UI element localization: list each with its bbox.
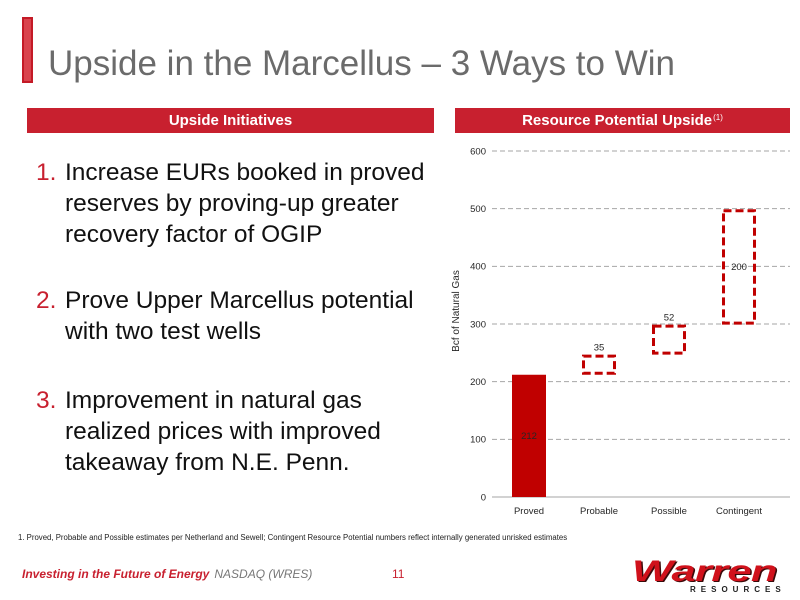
chart-header-label: Resource Potential Upside xyxy=(522,112,713,129)
y-tick-label: 300 xyxy=(470,319,486,330)
y-tick-label: 100 xyxy=(470,435,486,446)
data-label: 212 xyxy=(521,431,537,442)
data-label: 52 xyxy=(664,313,675,324)
bar-possible xyxy=(652,324,686,355)
initiative-item: 1. Increase EURs booked in proved reserv… xyxy=(36,157,440,250)
y-tick-label: 600 xyxy=(470,146,486,157)
y-tick-label: 0 xyxy=(481,492,486,503)
chart-header: Resource Potential Upside(1) xyxy=(455,108,790,133)
initiatives-header: Upside Initiatives xyxy=(27,108,434,133)
x-tick-label: Possible xyxy=(651,506,687,517)
initiative-text: Increase EURs booked in proved reserves … xyxy=(65,159,425,248)
chart-footnote: 1. Proved, Probable and Possible estimat… xyxy=(18,533,568,542)
footer-tagline: Investing in the Future of Energy NASDAQ … xyxy=(22,566,312,582)
x-tick-label: Contingent xyxy=(716,506,762,517)
chart-header-footnote-ref: (1) xyxy=(713,113,723,122)
initiative-item: 2. Prove Upper Marcellus potential with … xyxy=(36,285,440,347)
initiative-number: 3. xyxy=(36,387,57,414)
waterfall-chart-svg: 0 100 200 300 400 500 600 Bcf of Natural Gas 212… xyxy=(451,146,790,517)
initiative-item: 3. Improvement in natural gas realized p… xyxy=(36,385,440,478)
y-tick-label: 400 xyxy=(470,262,486,273)
data-label: 35 xyxy=(594,343,605,354)
resource-potential-chart: 0 100 200 300 400 500 600 Bcf of Natural Gas 212… xyxy=(440,140,795,525)
y-axis-title: Bcf of Natural Gas xyxy=(451,270,462,352)
company-logo: Warren RESOURCES xyxy=(628,555,793,597)
title-accent-bar xyxy=(22,17,33,83)
bar-probable xyxy=(582,354,616,375)
y-tick-label: 200 xyxy=(470,377,486,388)
bar-contingent xyxy=(722,209,756,325)
logo-wordmark: Warren xyxy=(632,555,777,588)
footer-tagline-text: Investing in the Future of Energy xyxy=(22,567,210,581)
initiatives-header-label: Upside Initiatives xyxy=(168,112,293,129)
x-tick-label: Probable xyxy=(580,506,618,517)
logo-subtitle: RESOURCES xyxy=(690,585,786,594)
y-tick-label: 500 xyxy=(470,204,486,215)
initiative-text: Improvement in natural gas realized pric… xyxy=(65,387,381,476)
slide-title: Upside in the Marcellus – 3 Ways to Win xyxy=(48,44,675,83)
footer-ticker: NASDAQ (WRES) xyxy=(214,567,313,581)
initiative-text: Prove Upper Marcellus potential with two… xyxy=(65,287,414,345)
x-tick-label: Proved xyxy=(514,506,544,517)
initiative-number: 2. xyxy=(36,287,57,314)
initiative-number: 1. xyxy=(36,159,57,186)
page-number: 11 xyxy=(392,567,405,581)
data-label: 200 xyxy=(731,262,747,273)
bar-proved xyxy=(512,374,546,497)
